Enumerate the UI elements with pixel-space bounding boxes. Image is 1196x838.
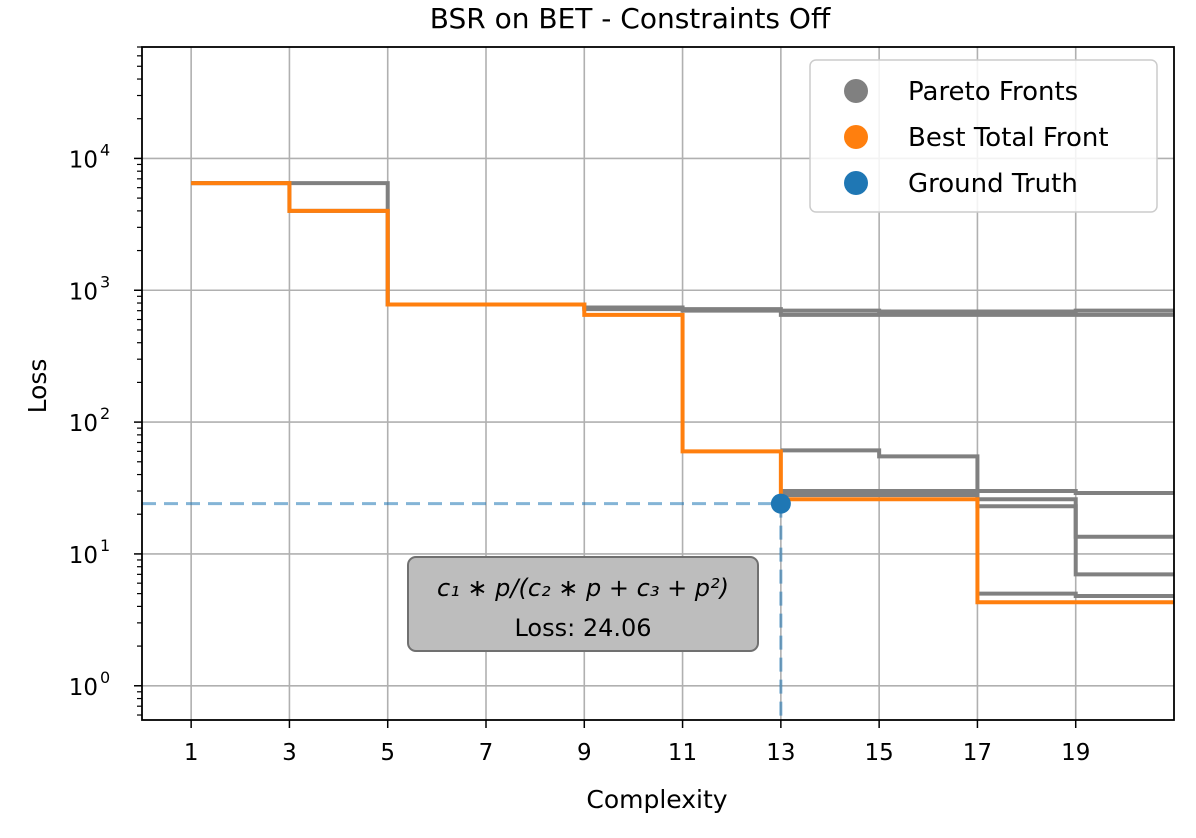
annotation-expression: c₁ ∗ p/(c₂ ∗ p + c₃ + p²) — [437, 574, 729, 602]
x-tick-label: 17 — [963, 740, 992, 766]
x-axis-label: Complexity — [586, 785, 727, 814]
y-axis-label: Loss — [23, 359, 52, 414]
x-tick-label: 19 — [1061, 740, 1090, 766]
legend-marker — [844, 125, 868, 149]
legend: Pareto Fronts Best Total Front Ground Trut… — [809, 59, 1158, 213]
y-tick-label: 10 — [69, 411, 98, 437]
annotation-background — [407, 556, 759, 652]
legend-label: Pareto Fronts — [908, 77, 1078, 107]
y-tick-label: 10 — [69, 675, 98, 701]
y-tick-label: 10 — [69, 543, 98, 569]
legend-frame — [809, 59, 1158, 213]
ground-truth-layer — [142, 493, 791, 720]
pareto-front-line — [780, 448, 1174, 495]
x-tick-label: 9 — [577, 740, 592, 766]
x-tick-label: 7 — [479, 740, 494, 766]
annotation-loss: Loss: 24.06 — [514, 614, 651, 642]
legend-label: Best Total Front — [908, 123, 1109, 153]
annotation-box: c₁ ∗ p/(c₂ ∗ p + c₃ + p²) Loss: 24.06 — [407, 556, 759, 652]
ground-truth-point — [770, 493, 791, 514]
y-tick-exponent: 2 — [100, 404, 110, 423]
legend-marker — [844, 79, 868, 103]
y-tick-exponent: 1 — [100, 536, 110, 555]
chart-title: BSR on BET - Constraints Off — [430, 2, 831, 35]
x-axis-ticks: 1 3 5 7 9 11 13 15 17 19 — [184, 720, 1090, 766]
legend-marker — [844, 171, 868, 195]
x-tick-label: 3 — [282, 740, 297, 766]
legend-label: Ground Truth — [908, 169, 1078, 199]
y-tick-exponent: 0 — [100, 668, 110, 687]
x-tick-label: 5 — [380, 740, 395, 766]
series-layer — [191, 181, 1174, 605]
x-tick-label: 15 — [865, 740, 894, 766]
x-tick-label: 13 — [766, 740, 795, 766]
best-total-front-line — [191, 181, 1174, 605]
pareto-front-line — [977, 591, 1174, 598]
x-tick-label: 1 — [184, 740, 199, 766]
y-tick-exponent: 3 — [100, 272, 110, 291]
pareto-front-line — [780, 492, 1174, 539]
y-tick-label: 10 — [69, 147, 98, 173]
y-tick-exponent: 4 — [100, 140, 110, 159]
x-tick-label: 11 — [668, 740, 697, 766]
y-tick-label: 10 — [69, 279, 98, 305]
axes-box — [141, 46, 1175, 721]
plot-frame — [141, 46, 1175, 721]
